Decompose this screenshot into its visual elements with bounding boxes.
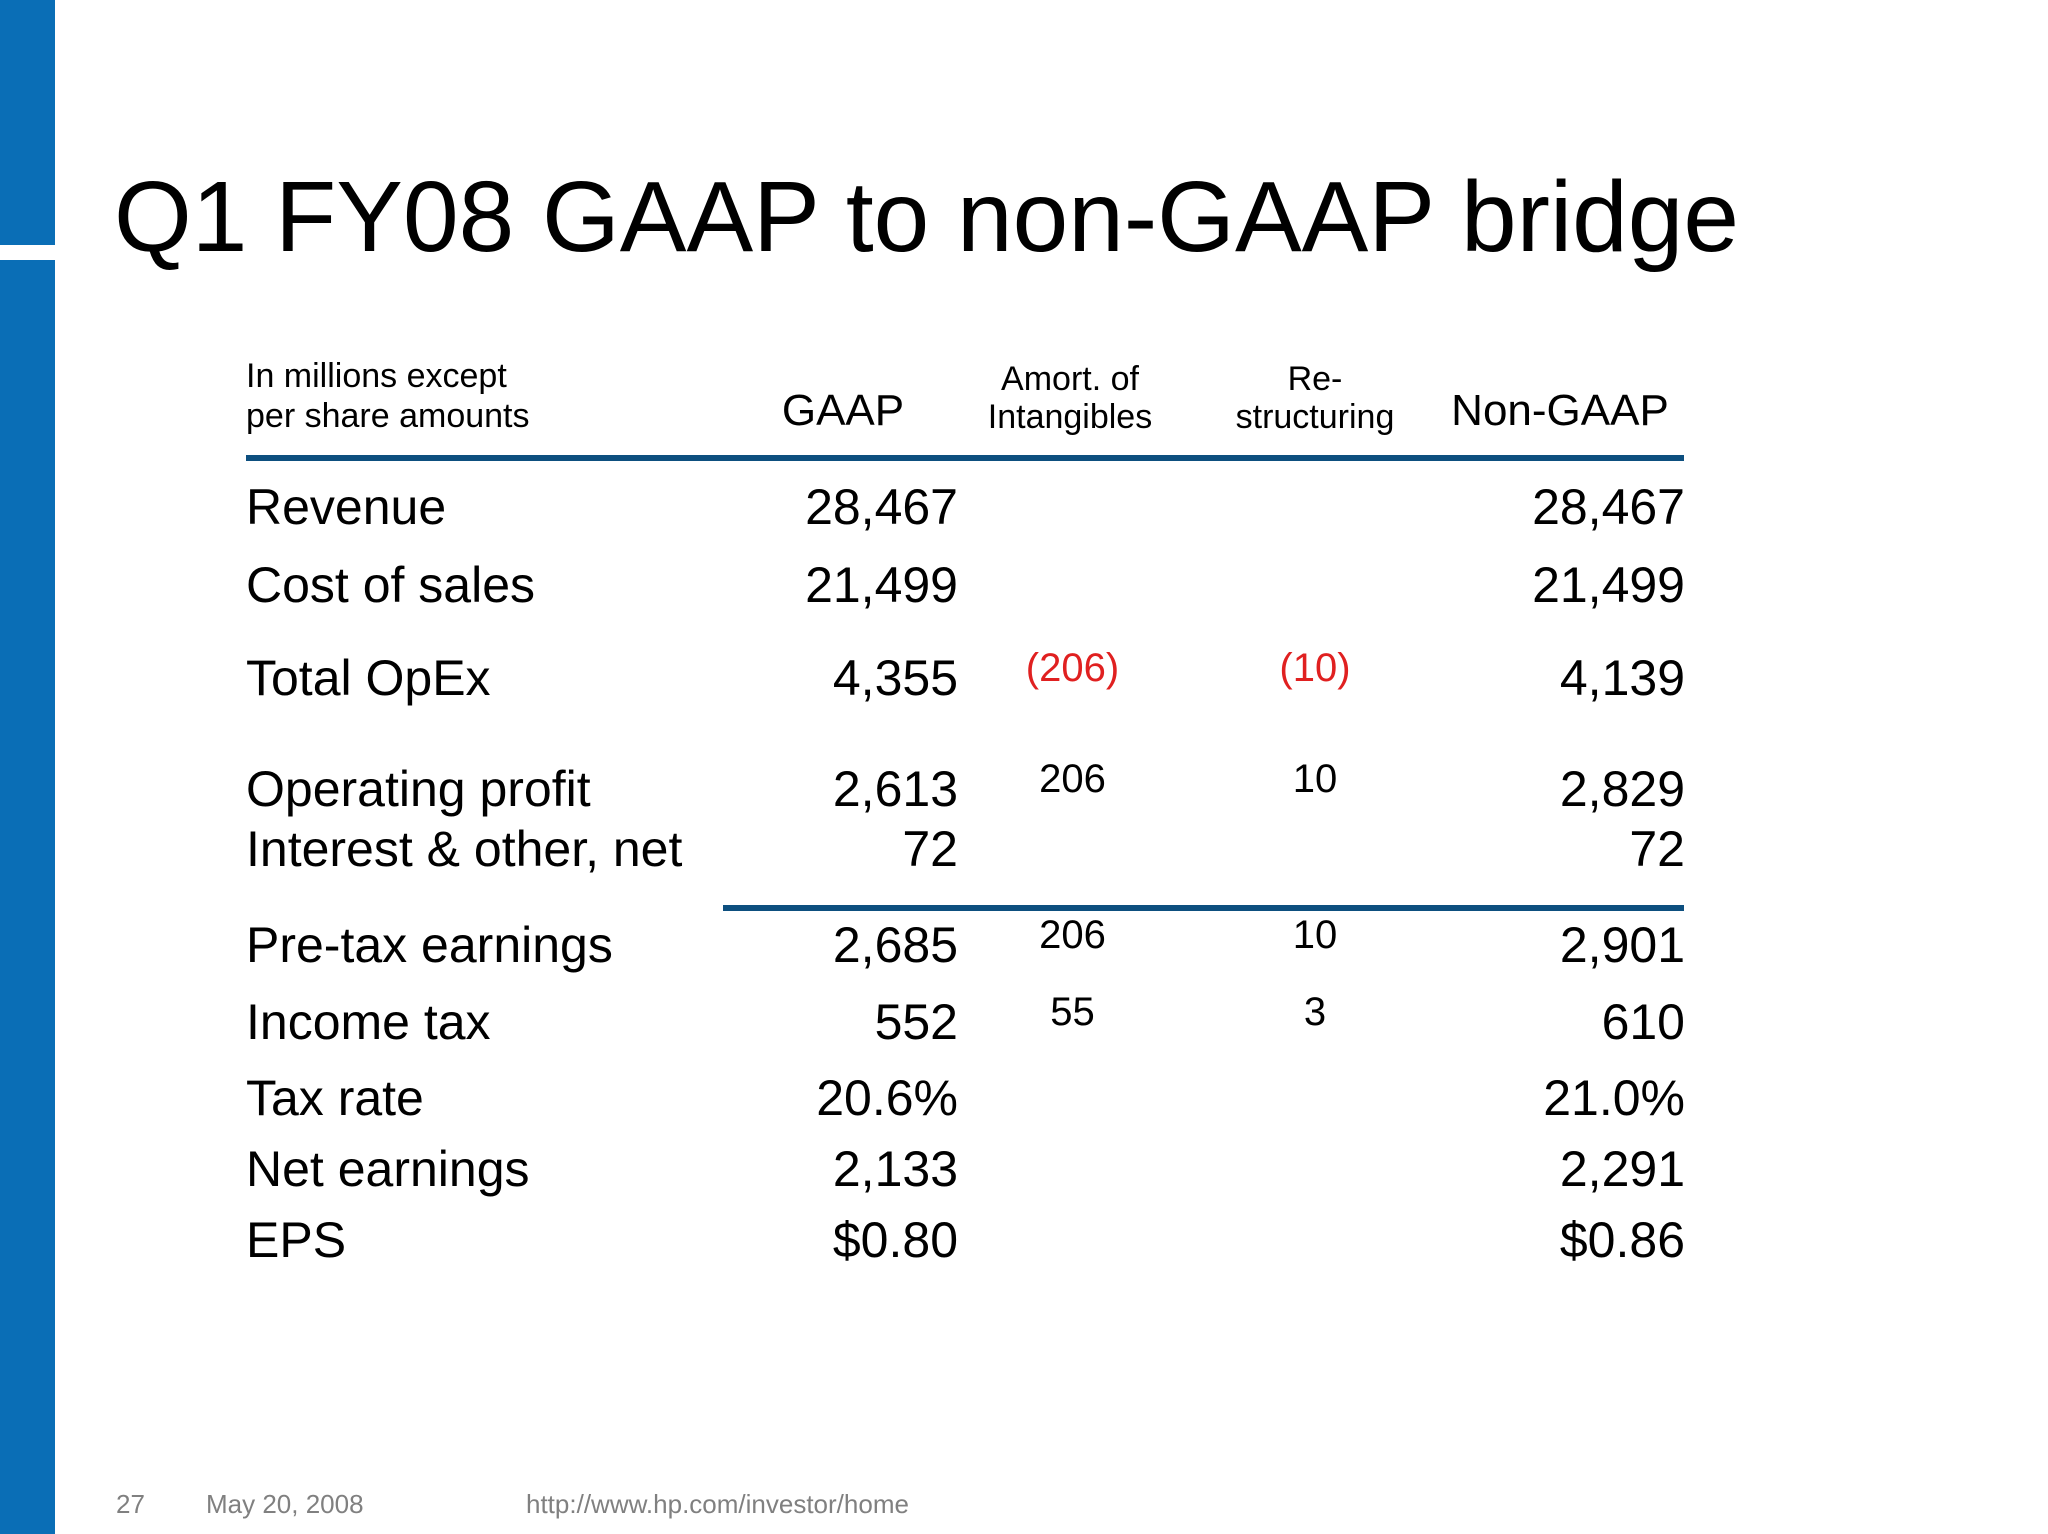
row-label: Net earnings <box>246 1141 530 1197</box>
header-non-gaap: Non-GAAP <box>1451 386 1669 435</box>
units-note: In millions except per share amounts <box>246 356 530 436</box>
header-amortization-line2: Intangibles <box>987 398 1153 436</box>
header-amortization: Amort. of Intangibles <box>960 360 1180 436</box>
non-gaap-value: 28,467 <box>1532 479 1685 535</box>
amortization-adjustment: 206 <box>1039 913 1106 957</box>
row-label: Income tax <box>246 994 491 1050</box>
table-row-net-earnings: Net earnings 2,133 2,291 <box>0 1139 2048 1199</box>
table-row-interest-other: Interest & other, net 72 72 <box>0 819 2048 879</box>
table-row-income-tax: Income tax 552 55 3 610 <box>0 990 2048 1052</box>
gaap-value: 2,685 <box>832 917 958 973</box>
table-row-revenue: Revenue 28,467 28,467 <box>0 477 2048 537</box>
restructuring-adjustment: (10) <box>1279 646 1351 690</box>
non-gaap-value: 2,901 <box>1559 917 1685 973</box>
non-gaap-value: 610 <box>1601 994 1685 1050</box>
header-restructuring-line1: Re- <box>1287 360 1343 398</box>
non-gaap-value: 21.0% <box>1543 1070 1685 1126</box>
table-row-cost-of-sales: Cost of sales 21,499 21,499 <box>0 555 2048 615</box>
gaap-value: 20.6% <box>816 1070 958 1126</box>
gaap-value: 2,133 <box>832 1141 958 1197</box>
row-label: Total OpEx <box>246 650 491 706</box>
amortization-adjustment: 206 <box>1039 757 1106 801</box>
table-row-operating-profit: Operating profit 2,613 206 10 2,829 <box>0 757 2048 819</box>
row-label: Operating profit <box>246 761 591 817</box>
header-amortization-line1: Amort. of <box>1001 360 1139 398</box>
restructuring-adjustment: 10 <box>1292 757 1338 801</box>
page-number: 27 <box>116 1489 145 1519</box>
amortization-adjustment: (206) <box>1025 646 1120 690</box>
restructuring-adjustment: 3 <box>1303 990 1327 1034</box>
units-note-line1: In millions except <box>246 357 507 395</box>
subtotal-divider <box>723 905 1684 911</box>
non-gaap-value: 2,291 <box>1559 1141 1685 1197</box>
units-note-line2: per share amounts <box>246 397 530 435</box>
non-gaap-value: 4,139 <box>1559 650 1685 706</box>
header-restructuring: Re- structuring <box>1200 360 1430 436</box>
footer-date: May 20, 2008 <box>206 1489 364 1519</box>
header-divider <box>246 455 1684 461</box>
gaap-value: 552 <box>874 994 958 1050</box>
non-gaap-value: 2,829 <box>1559 761 1685 817</box>
table-row-eps: EPS $0.80 $0.86 <box>0 1210 2048 1270</box>
gaap-value: 72 <box>902 821 958 877</box>
footer-url: http://www.hp.com/investor/home <box>526 1489 909 1519</box>
row-label: Tax rate <box>246 1070 424 1126</box>
row-label: Cost of sales <box>246 557 536 613</box>
gaap-value: 21,499 <box>805 557 958 613</box>
header-restructuring-line2: structuring <box>1235 398 1395 436</box>
row-label: Interest & other, net <box>246 821 683 877</box>
non-gaap-value: $0.86 <box>1559 1212 1685 1268</box>
slide-title: Q1 FY08 GAAP to non-GAAP bridge <box>114 161 1739 273</box>
sidebar-accent-bottom <box>0 260 55 1534</box>
row-label: EPS <box>246 1212 347 1268</box>
table-row-total-opex: Total OpEx 4,355 (206) (10) 4,139 <box>0 646 2048 708</box>
header-gaap: GAAP <box>781 386 905 435</box>
non-gaap-value: 21,499 <box>1532 557 1685 613</box>
table-row-tax-rate: Tax rate 20.6% 21.0% <box>0 1068 2048 1128</box>
non-gaap-value: 72 <box>1629 821 1685 877</box>
gaap-value: 4,355 <box>832 650 958 706</box>
gaap-value: 28,467 <box>805 479 958 535</box>
row-label: Pre-tax earnings <box>246 917 613 973</box>
table-row-pre-tax-earnings: Pre-tax earnings 2,685 206 10 2,901 <box>0 913 2048 975</box>
gaap-value: 2,613 <box>832 761 958 817</box>
restructuring-adjustment: 10 <box>1292 913 1338 957</box>
gaap-value: $0.80 <box>832 1212 958 1268</box>
amortization-adjustment: 55 <box>1050 990 1095 1034</box>
sidebar-accent-top <box>0 0 55 245</box>
row-label: Revenue <box>246 479 447 535</box>
